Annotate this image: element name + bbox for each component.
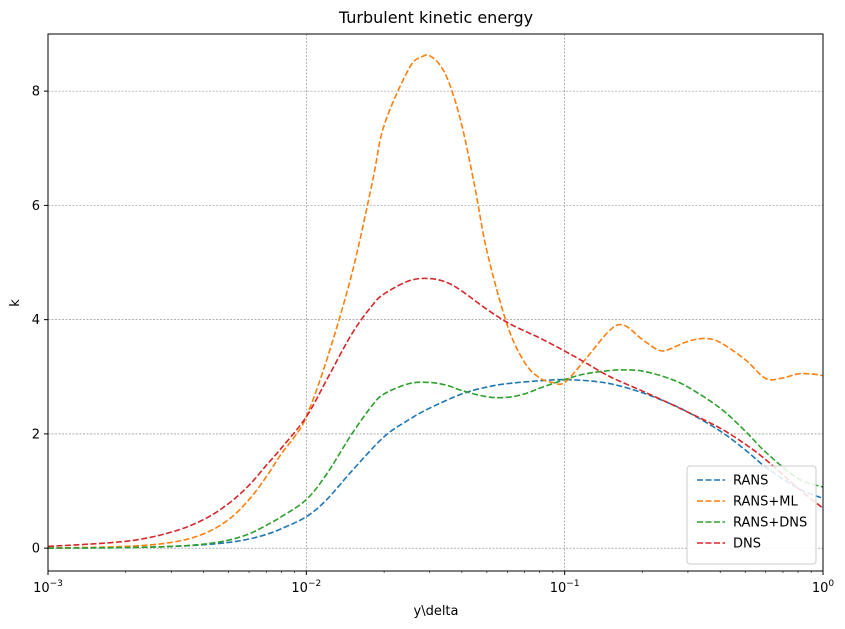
series-line-rans-dns: [47, 369, 824, 549]
legend-label-rans: RANS: [733, 474, 768, 489]
series-line-dns: [47, 277, 824, 548]
series-line-rans-ml: [47, 54, 824, 549]
legend: RANS RANS+ML RANS+DNS DNS: [686, 465, 817, 565]
x-axis: 10−3 10−2 10−1 100: [33, 571, 834, 596]
legend-box: [686, 465, 817, 565]
legend-label-rans-ml: RANS+ML: [733, 495, 798, 510]
y-tick-label: 0: [32, 542, 40, 557]
y-tick-label: 4: [32, 313, 40, 328]
x-tick-label: 10−1: [550, 579, 580, 596]
y-tick-label: 8: [32, 85, 40, 100]
legend-label-rans-dns: RANS+DNS: [733, 516, 807, 531]
x-axis-title: y\delta: [414, 604, 459, 619]
x-tick-label: 10−2: [291, 579, 321, 596]
legend-label-dns: DNS: [733, 537, 761, 552]
y-tick-label: 6: [32, 199, 40, 214]
axes-frame: [47, 33, 824, 572]
x-tick-label: 100: [812, 579, 835, 596]
y-tick-label: 2: [32, 427, 40, 442]
x-tick-label: 10−3: [33, 579, 63, 596]
chart-title: Turbulent kinetic energy: [338, 8, 533, 27]
series-layer: [47, 54, 824, 549]
y-axis: 0 2 4 6 8: [32, 85, 48, 557]
y-axis-title: k: [8, 299, 23, 307]
